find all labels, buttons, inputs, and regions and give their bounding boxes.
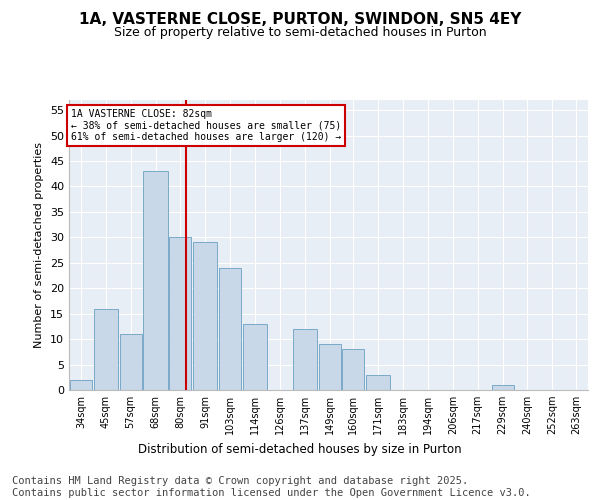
Bar [219, 268, 241, 390]
Text: Size of property relative to semi-detached houses in Purton: Size of property relative to semi-detach… [113, 26, 487, 39]
Bar [293, 329, 317, 390]
Bar [193, 242, 217, 390]
Bar [94, 308, 118, 390]
Bar [343, 350, 364, 390]
Bar [169, 238, 191, 390]
Bar [491, 385, 514, 390]
Bar [243, 324, 267, 390]
Text: Distribution of semi-detached houses by size in Purton: Distribution of semi-detached houses by … [138, 442, 462, 456]
Text: 1A VASTERNE CLOSE: 82sqm
← 38% of semi-detached houses are smaller (75)
61% of s: 1A VASTERNE CLOSE: 82sqm ← 38% of semi-d… [71, 108, 341, 142]
Y-axis label: Number of semi-detached properties: Number of semi-detached properties [34, 142, 44, 348]
Text: 1A, VASTERNE CLOSE, PURTON, SWINDON, SN5 4EY: 1A, VASTERNE CLOSE, PURTON, SWINDON, SN5… [79, 12, 521, 28]
Bar [70, 380, 92, 390]
Bar [319, 344, 341, 390]
Bar [366, 374, 391, 390]
Bar [143, 171, 167, 390]
Bar [119, 334, 142, 390]
Text: Contains HM Land Registry data © Crown copyright and database right 2025.
Contai: Contains HM Land Registry data © Crown c… [12, 476, 531, 498]
